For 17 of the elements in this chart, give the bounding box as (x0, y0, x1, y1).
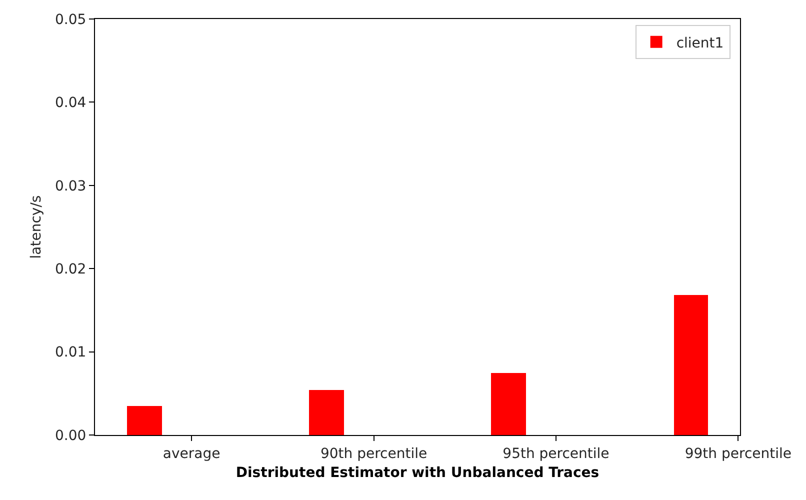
x-tick-label: 90th percentile (320, 446, 428, 462)
x-tick-label: 95th percentile (502, 446, 610, 462)
x-tick-label: 99th percentile (684, 446, 792, 462)
x-axis-title: Distributed Estimator with Unbalanced Traces (236, 465, 600, 482)
y-tick-label: 0.05 (55, 12, 86, 28)
y-tick-label: 0.03 (55, 178, 86, 194)
bar (127, 406, 162, 435)
bar (674, 295, 708, 435)
y-tick-label: 0.01 (55, 344, 86, 361)
x-tick-label: average (162, 446, 220, 462)
y-tick-label: 0.00 (55, 428, 86, 444)
y-tick-label: 0.02 (55, 262, 86, 278)
bar (309, 390, 344, 435)
legend-label: client1 (676, 35, 724, 52)
y-axis-title: latency/s (28, 195, 45, 259)
bar (491, 373, 526, 435)
y-tick-label: 0.04 (55, 95, 86, 112)
